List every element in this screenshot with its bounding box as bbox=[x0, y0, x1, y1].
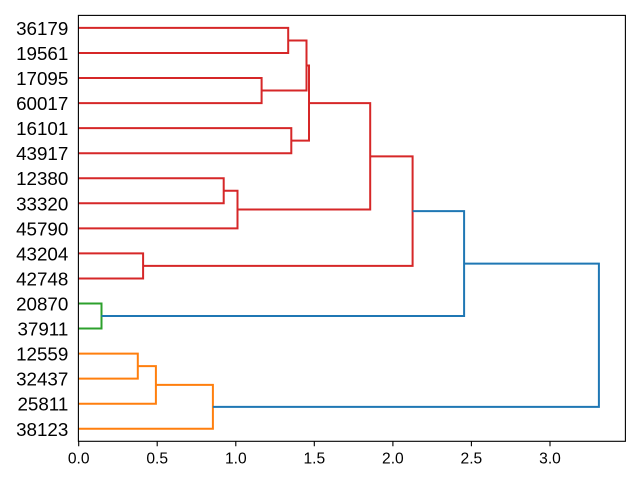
svg-text:0.0: 0.0 bbox=[68, 451, 90, 468]
svg-text:43917: 43917 bbox=[16, 143, 68, 164]
svg-text:38123: 38123 bbox=[16, 419, 68, 440]
svg-text:32437: 32437 bbox=[16, 369, 68, 390]
svg-text:60017: 60017 bbox=[16, 93, 68, 114]
svg-text:36179: 36179 bbox=[16, 18, 68, 39]
svg-text:42748: 42748 bbox=[16, 268, 68, 289]
svg-text:45790: 45790 bbox=[16, 218, 68, 239]
svg-text:2.0: 2.0 bbox=[382, 451, 404, 468]
svg-text:16101: 16101 bbox=[16, 118, 68, 139]
svg-text:2.5: 2.5 bbox=[461, 451, 483, 468]
svg-text:25811: 25811 bbox=[17, 394, 68, 415]
svg-text:33320: 33320 bbox=[16, 193, 68, 214]
svg-text:19561: 19561 bbox=[16, 43, 68, 64]
svg-text:37911: 37911 bbox=[17, 319, 68, 340]
svg-text:1.5: 1.5 bbox=[303, 451, 325, 468]
svg-text:12380: 12380 bbox=[16, 168, 68, 189]
svg-text:0.5: 0.5 bbox=[146, 451, 168, 468]
svg-text:12559: 12559 bbox=[16, 344, 68, 365]
svg-text:17095: 17095 bbox=[16, 68, 68, 89]
svg-text:3.0: 3.0 bbox=[539, 451, 561, 468]
svg-text:1.0: 1.0 bbox=[225, 451, 247, 468]
svg-text:20870: 20870 bbox=[16, 294, 68, 315]
svg-text:43204: 43204 bbox=[16, 243, 68, 264]
